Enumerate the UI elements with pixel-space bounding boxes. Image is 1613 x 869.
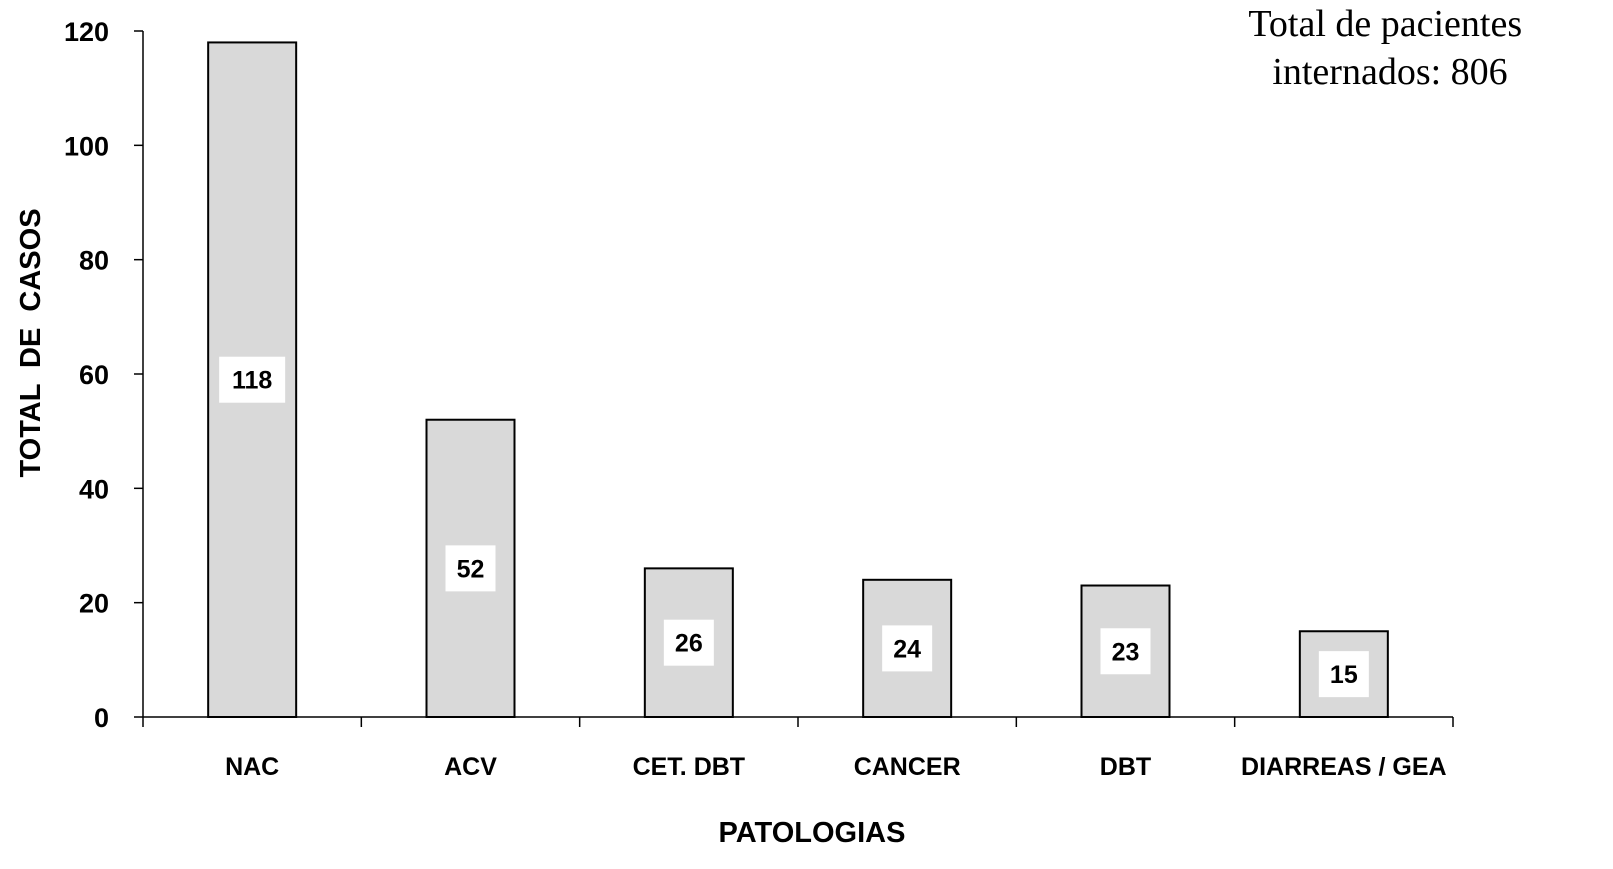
bars-group <box>207 41 1389 718</box>
data-label-box <box>445 545 496 592</box>
y-ticks-group: 0 20 40 60 80 100 120 <box>64 17 143 733</box>
data-label: 52 <box>457 555 485 583</box>
x-category-label: DIARREAS / GEA <box>1241 753 1447 781</box>
y-axis-title: TOTAL DE CASOS <box>15 208 47 477</box>
data-label-box <box>663 619 714 666</box>
annotation-line-1: Total de pacientes <box>1248 3 1522 45</box>
y-tick-label: 60 <box>79 360 109 390</box>
x-category-label: ACV <box>444 753 497 781</box>
x-ticks-group: NAC ACV CET. DBT CANCER DBT DIARREAS / GEA <box>142 717 1454 781</box>
data-label: 15 <box>1330 661 1358 689</box>
data-label: 24 <box>893 635 921 663</box>
x-category-label: DBT <box>1100 753 1151 781</box>
x-axis-title: PATOLOGIAS <box>719 817 906 849</box>
annotation-line-2: internados: 806 <box>1272 51 1507 93</box>
data-label-box <box>882 625 933 672</box>
data-label-box <box>1100 628 1151 675</box>
y-tick-label: 80 <box>79 246 109 276</box>
y-tick-label: 120 <box>64 17 109 47</box>
data-label: 23 <box>1112 638 1140 666</box>
y-tick-label: 20 <box>79 589 109 619</box>
x-category-label: NAC <box>225 753 279 781</box>
y-tick-label: 100 <box>64 131 109 161</box>
data-label: 26 <box>675 630 703 658</box>
y-tick-label: 0 <box>94 703 109 733</box>
data-labels-group: 118 52 26 24 23 15 <box>219 356 1369 698</box>
x-category-label: CANCER <box>854 753 961 781</box>
total-patients-annotation: Total de pacientes internados: 806 <box>1248 3 1531 93</box>
data-label-box <box>1318 651 1369 698</box>
y-tick-label: 40 <box>79 474 109 504</box>
data-label-box <box>219 356 286 403</box>
data-label: 118 <box>232 367 272 395</box>
x-category-label: CET. DBT <box>633 753 746 781</box>
